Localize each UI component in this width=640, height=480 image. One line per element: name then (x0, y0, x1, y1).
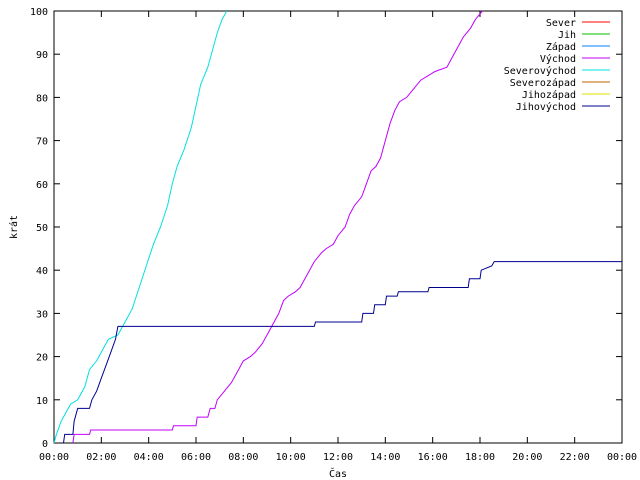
legend-label: Sever (546, 18, 576, 29)
y-tick-label: 20 (36, 353, 48, 364)
x-tick-label: 12:00 (323, 452, 353, 463)
x-axis: 00:00 02:00 04:00 06:00 08:00 10:00 12:00 14:00… (39, 11, 637, 463)
x-tick-label: 14:00 (370, 452, 400, 463)
y-tick-label: 10 (36, 396, 48, 407)
x-tick-label: 20:00 (512, 452, 542, 463)
series-lines (53, 10, 622, 444)
x-tick-label: 08:00 (228, 452, 258, 463)
x-tick-label: 00:00 (39, 452, 69, 463)
y-tick-label: 30 (36, 309, 48, 320)
x-tick-label: 18:00 (465, 452, 495, 463)
legend-label: Jihovýchod (516, 101, 576, 113)
series-line-7 (63, 261, 622, 444)
series-line-4 (53, 10, 228, 444)
y-tick-label: 100 (30, 7, 48, 18)
y-tick-label: 40 (36, 266, 48, 277)
legend-label: Jihozápad (522, 89, 576, 101)
x-tick-label: 10:00 (276, 452, 306, 463)
legend-label: Západ (546, 41, 576, 53)
legend-label: Jih (558, 30, 576, 41)
y-tick-label: 0 (42, 439, 48, 450)
x-tick-label: 06:00 (181, 452, 211, 463)
x-tick-label: 22:00 (560, 452, 590, 463)
x-axis-label: Čas (329, 467, 347, 480)
x-tick-label: 02:00 (86, 452, 116, 463)
y-tick-label: 60 (36, 180, 48, 191)
legend-label: Východ (540, 53, 576, 65)
y-tick-label: 50 (36, 223, 48, 234)
legend-label: Severozápad (510, 77, 576, 89)
y-tick-label: 80 (36, 93, 48, 104)
y-tick-label: 70 (36, 137, 48, 148)
x-tick-label: 16:00 (418, 452, 448, 463)
legend: SeverJihZápadVýchodSeverovýchodSeverozáp… (504, 18, 610, 113)
series-line-3 (72, 10, 483, 444)
x-tick-label: 04:00 (134, 452, 164, 463)
y-axis: 0 10 20 30 40 50 60 70 80 90 100 (30, 7, 622, 450)
y-tick-label: 90 (36, 50, 48, 61)
y-axis-label: krát (8, 215, 20, 239)
x-tick-label: 00:00 (607, 452, 637, 463)
legend-label: Severovýchod (504, 65, 576, 77)
